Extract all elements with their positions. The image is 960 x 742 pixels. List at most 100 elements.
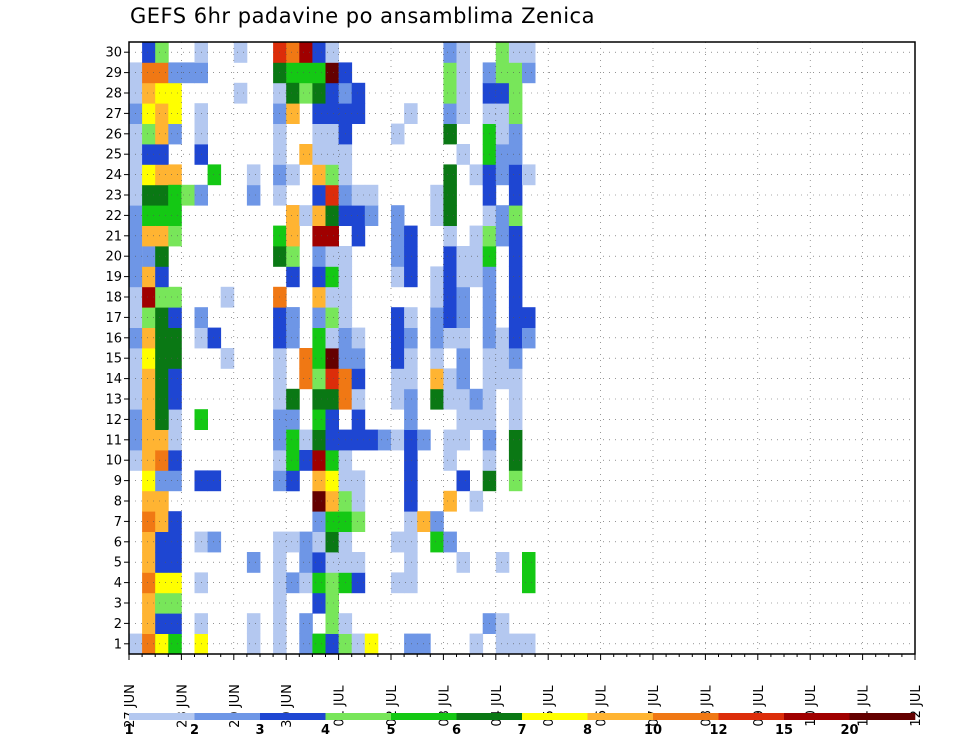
heatmap-cell <box>312 572 326 594</box>
heatmap-cell <box>142 511 156 532</box>
heatmap-cell <box>495 225 510 247</box>
colorbar-label: 7 <box>517 723 526 738</box>
heatmap-cell <box>155 164 169 186</box>
heatmap-cell <box>155 409 169 430</box>
heatmap-cell <box>443 225 457 247</box>
heatmap-cell <box>168 348 182 369</box>
heatmap-cell <box>142 246 156 267</box>
heatmap-cell <box>142 450 156 471</box>
heatmap-cell <box>142 327 156 349</box>
heatmap-cell <box>299 82 313 104</box>
heatmap-cell <box>404 490 418 512</box>
heatmap-cell <box>443 490 457 512</box>
heatmap-cell <box>155 490 169 512</box>
heatmap-cell <box>312 511 326 532</box>
heatmap-cell <box>351 184 366 206</box>
heatmap-cell <box>404 531 418 553</box>
heatmap-cell <box>325 144 339 165</box>
heatmap-cell <box>286 572 300 594</box>
heatmap-cell <box>325 327 339 349</box>
heatmap-cell <box>391 531 405 553</box>
heatmap-cell <box>286 225 300 247</box>
heatmap-cell <box>325 184 339 206</box>
heatmap-cell <box>325 531 339 553</box>
heatmap-cell <box>364 205 379 226</box>
heatmap-cell <box>508 429 523 451</box>
heatmap-cell <box>142 123 156 145</box>
heatmap-cell <box>312 409 326 430</box>
heatmap-cell <box>443 205 457 226</box>
heatmap-cell <box>508 82 523 104</box>
heatmap-cell <box>155 348 169 369</box>
heatmap-cell <box>155 103 169 124</box>
heatmap-cell <box>325 470 339 492</box>
heatmap-cell <box>456 409 470 430</box>
x-tick-label: 28 JUN <box>175 684 190 728</box>
heatmap-cell <box>469 633 484 655</box>
heatmap-cell <box>404 246 418 267</box>
y-tick-label: 28 <box>105 87 122 102</box>
heatmap-cell <box>404 409 418 430</box>
heatmap-cell <box>142 531 156 553</box>
heatmap-cell <box>404 511 418 532</box>
heatmap-cell <box>351 470 366 492</box>
heatmap-cell <box>325 490 339 512</box>
heatmap-cell <box>364 429 379 451</box>
y-tick-label: 11 <box>105 433 122 448</box>
y-tick-label: 14 <box>105 372 122 387</box>
heatmap-cell <box>443 266 457 288</box>
heatmap-cell <box>351 82 366 104</box>
heatmap-cell <box>469 225 484 247</box>
heatmap-cell <box>286 266 300 288</box>
heatmap-cell <box>508 388 523 410</box>
heatmap-cell <box>168 123 182 145</box>
heatmap-cell <box>351 368 366 390</box>
heatmap-cell <box>404 307 418 328</box>
x-tick-label: 04 JUL <box>490 685 505 727</box>
heatmap-cell <box>508 409 523 430</box>
heatmap-cell <box>325 205 339 226</box>
heatmap-cell <box>351 572 366 594</box>
heatmap-cell <box>443 307 457 328</box>
heatmap-cell <box>456 307 470 328</box>
heatmap-cell <box>286 164 300 186</box>
heatmap-cell <box>325 450 339 471</box>
heatmap-cell <box>155 572 169 594</box>
heatmap-cell <box>155 552 169 573</box>
y-tick-label: 19 <box>105 270 122 285</box>
heatmap-cell <box>456 286 470 308</box>
heatmap-cell <box>325 572 339 594</box>
heatmap-cell <box>299 144 313 165</box>
heatmap-cell <box>430 368 444 390</box>
x-tick-label: 11 JUL <box>857 685 872 727</box>
heatmap-cell <box>312 633 326 655</box>
colorbar-label: 10 <box>644 723 662 738</box>
heatmap-cell <box>155 531 169 553</box>
heatmap-cell <box>312 62 326 84</box>
heatmap-cell <box>142 368 156 390</box>
heatmap-cell <box>508 348 523 369</box>
heatmap-cell <box>312 205 326 226</box>
heatmap-cell <box>286 429 300 451</box>
x-tick-label: 06 JUL <box>595 685 610 727</box>
colorbar-segment <box>587 713 654 720</box>
y-tick-label: 13 <box>105 393 122 408</box>
y-tick-label: 6 <box>114 535 122 550</box>
heatmap-cell <box>495 123 510 145</box>
heatmap-cell <box>168 307 182 328</box>
heatmap-cell <box>312 42 326 63</box>
heatmap-cell <box>312 388 326 410</box>
heatmap-cell <box>312 327 326 349</box>
heatmap-cell <box>364 633 379 655</box>
heatmap-cell <box>325 368 339 390</box>
heatmap-cell <box>469 246 484 267</box>
y-tick-label: 7 <box>114 515 122 530</box>
heatmap-cell <box>508 633 523 655</box>
heatmap-cell <box>155 62 169 84</box>
heatmap-cell <box>155 246 169 267</box>
heatmap-cell <box>142 572 156 594</box>
heatmap-cell <box>325 82 339 104</box>
heatmap-cell <box>456 62 470 84</box>
heatmap-cell <box>351 552 366 573</box>
heatmap-cell <box>351 633 366 655</box>
